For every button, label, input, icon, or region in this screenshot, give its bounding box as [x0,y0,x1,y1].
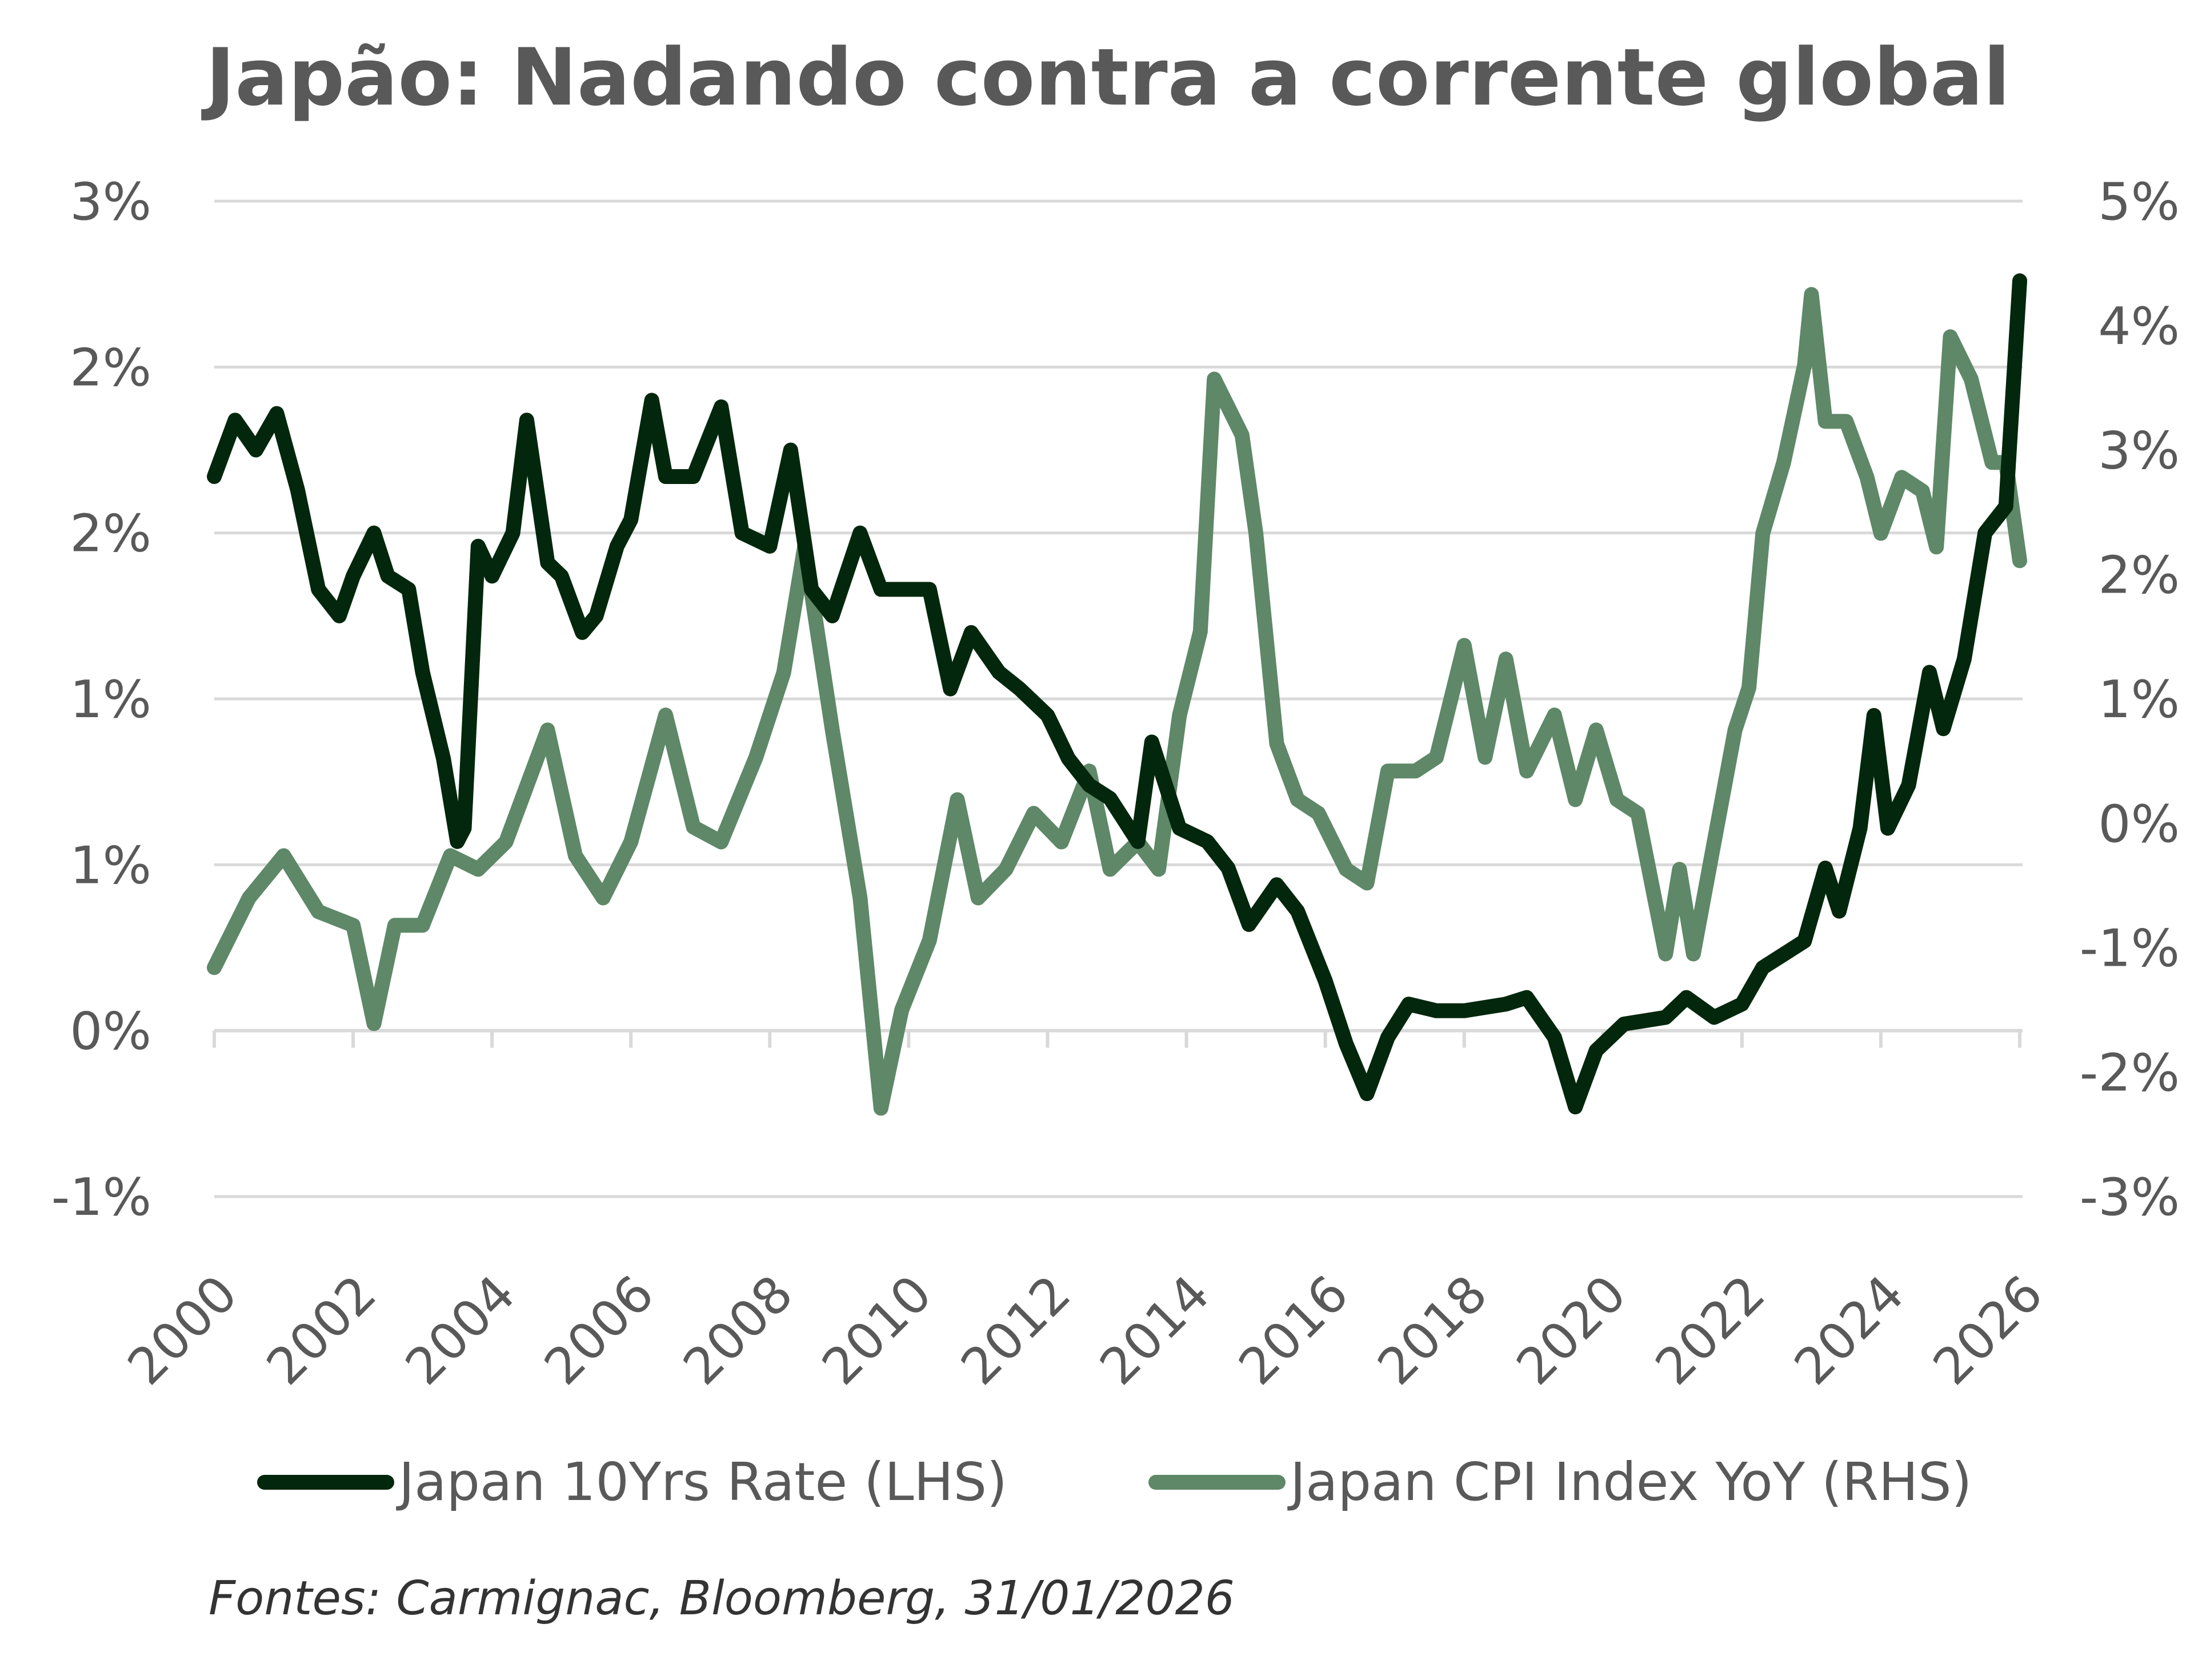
chart-plot: 2000 2002 2004 2006 2008 2010 2012 2014 2016 2018… [51,172,2180,1396]
right-y-tick-label: 4% [2098,297,2180,357]
left-y-axis: 3% 2% 2% 1% 1% 0% -1% [51,172,151,1227]
x-tick-label: 2022 [1644,1264,1776,1396]
legend-item-cpi: Japan CPI Index YoY (RHS) [1148,1451,1972,1513]
right-y-tick-label: -3% [2080,1167,2180,1227]
x-tick-label: 2020 [1505,1264,1637,1396]
legend-item-10y-rate: Japan 10Yrs Rate (LHS) [257,1451,1007,1513]
x-tick-label: 2000 [117,1264,249,1396]
x-tick-label: 2010 [811,1264,943,1396]
legend: Japan 10Yrs Rate (LHS) Japan CPI Index Y… [0,1451,2194,1520]
series-line-10y-rate [207,273,2027,1115]
left-y-tick-label: 2% [70,338,151,398]
right-y-tick-label: -2% [2080,1043,2180,1103]
x-tick-label: 2008 [672,1264,804,1396]
left-y-tick-label: 2% [70,504,151,564]
right-y-axis: 5% 4% 3% 2% 1% 0% -1% -2% -3% [2080,172,2180,1227]
x-tick-label: 2004 [394,1264,526,1396]
left-y-tick-label: 3% [70,172,151,232]
source-note: Fontes: Carmignac, Bloomberg, 31/01/2026 [209,1571,1235,1626]
legend-swatch-10y-rate [257,1474,394,1490]
x-tick-label: 2002 [255,1264,387,1396]
x-tick-label: 2024 [1783,1264,1915,1396]
series-line-cpi [207,287,2027,1116]
x-tick-label: 2012 [950,1264,1082,1396]
series-group [207,273,2027,1116]
x-tick-label: 2026 [1922,1264,2054,1396]
right-y-tick-label: 5% [2098,172,2180,232]
left-y-tick-label: 1% [70,670,151,730]
right-y-tick-label: -1% [2080,919,2180,979]
legend-label-10y-rate: Japan 10Yrs Rate (LHS) [399,1451,1007,1513]
chart-title: Japão: Nadando contra a corrente global [206,31,2011,123]
right-y-tick-label: 2% [2098,545,2180,605]
x-tick-label: 2016 [1227,1264,1359,1396]
x-tick-label: 2006 [533,1264,665,1396]
x-axis: 2000 2002 2004 2006 2008 2010 2012 2014 2016 2018… [117,1030,2054,1396]
x-tick-label: 2014 [1088,1264,1220,1396]
right-y-tick-label: 1% [2098,670,2180,730]
left-y-tick-label: 0% [70,1002,151,1062]
x-tick-label: 2018 [1366,1264,1498,1396]
left-y-tick-label: 1% [70,835,151,895]
legend-swatch-cpi [1148,1474,1286,1490]
right-y-tick-label: 0% [2098,794,2180,854]
legend-label-cpi: Japan CPI Index YoY (RHS) [1290,1451,1972,1513]
left-y-tick-label: -1% [51,1167,151,1227]
right-y-tick-label: 3% [2098,421,2180,481]
